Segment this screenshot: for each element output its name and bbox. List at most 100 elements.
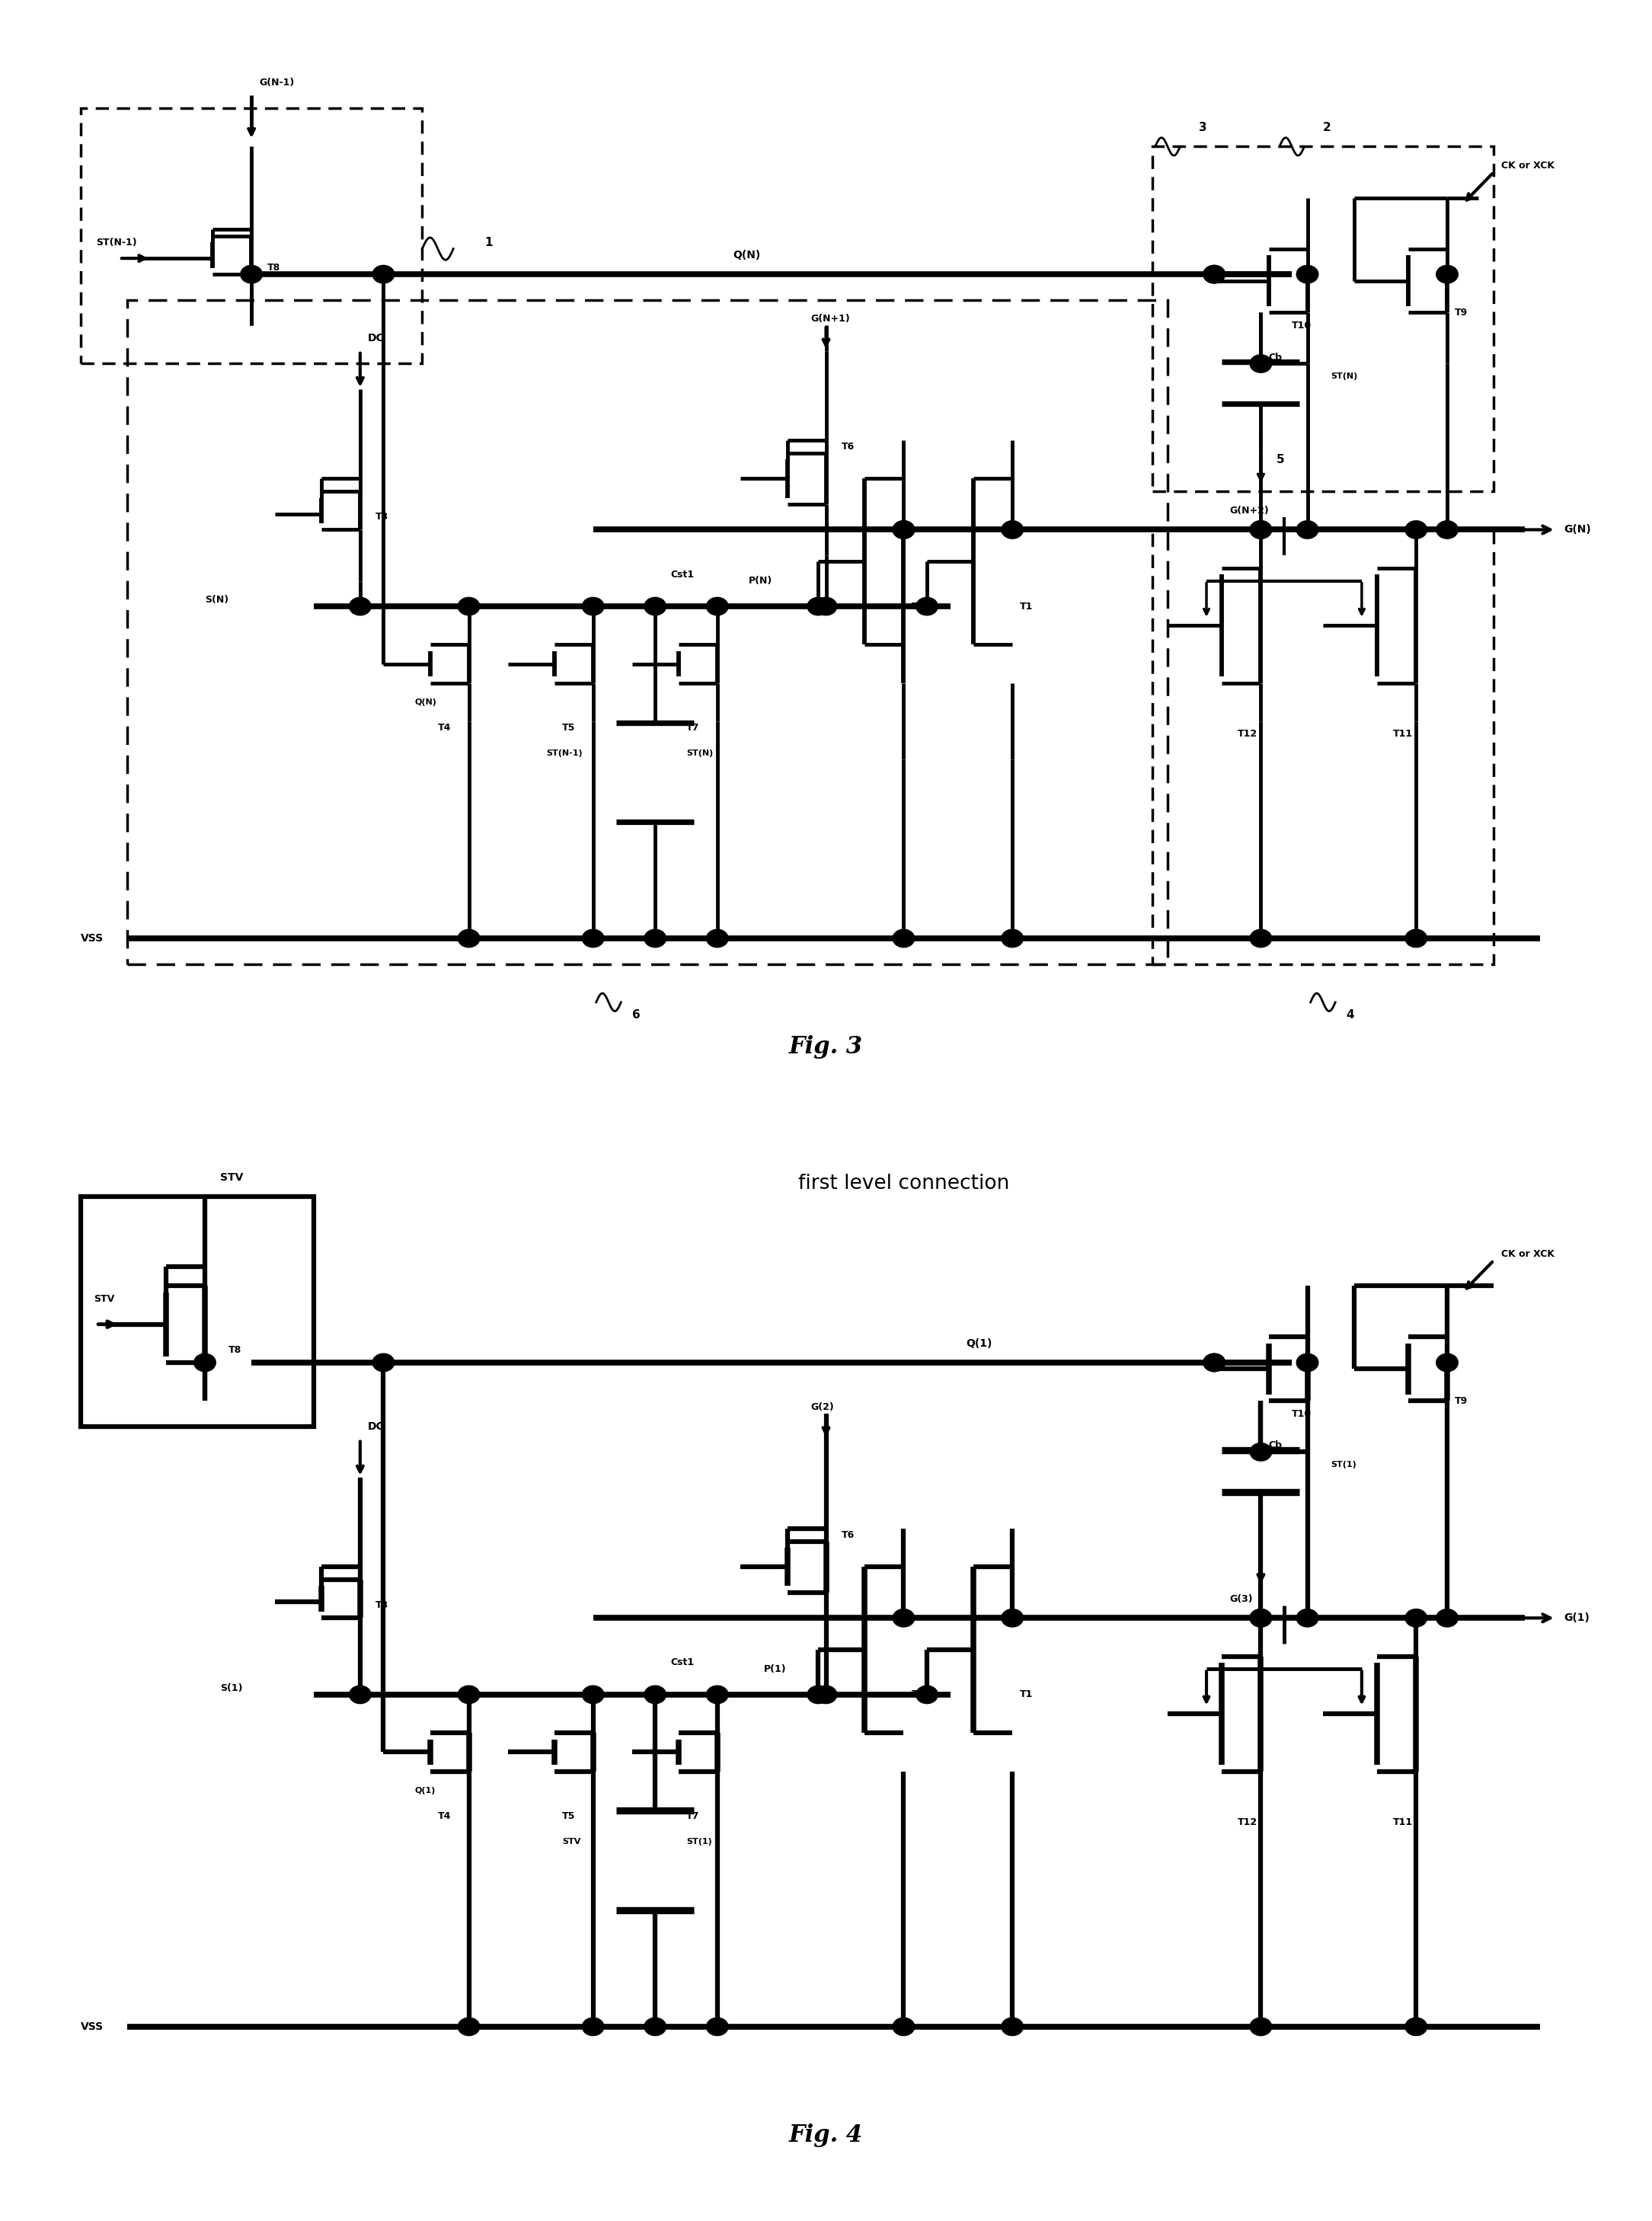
Circle shape bbox=[1297, 520, 1318, 540]
Text: ST(N): ST(N) bbox=[686, 748, 714, 757]
Circle shape bbox=[1203, 264, 1226, 284]
Text: 3: 3 bbox=[1199, 122, 1206, 133]
Text: T5: T5 bbox=[562, 1810, 575, 1821]
Circle shape bbox=[458, 597, 479, 615]
Text: ST(1): ST(1) bbox=[686, 1837, 712, 1846]
Text: S(N): S(N) bbox=[205, 595, 228, 604]
Circle shape bbox=[707, 2017, 729, 2037]
Circle shape bbox=[1406, 520, 1427, 540]
Text: ST(N-1): ST(N-1) bbox=[96, 238, 137, 247]
Circle shape bbox=[892, 928, 915, 948]
Circle shape bbox=[1436, 1353, 1459, 1373]
Circle shape bbox=[349, 1686, 372, 1704]
Circle shape bbox=[814, 597, 838, 615]
Text: Q(1): Q(1) bbox=[966, 1337, 991, 1348]
Circle shape bbox=[1251, 1608, 1272, 1628]
Circle shape bbox=[707, 1686, 729, 1704]
Circle shape bbox=[1001, 1608, 1023, 1628]
Circle shape bbox=[582, 2017, 605, 2037]
Text: T7: T7 bbox=[686, 722, 699, 733]
Circle shape bbox=[582, 1686, 605, 1704]
Circle shape bbox=[1203, 264, 1226, 284]
Text: G(N+1): G(N+1) bbox=[811, 313, 849, 324]
Circle shape bbox=[1251, 928, 1272, 948]
Circle shape bbox=[892, 520, 915, 540]
Circle shape bbox=[892, 2017, 915, 2037]
Text: STV: STV bbox=[220, 1173, 243, 1184]
Text: Cst1: Cst1 bbox=[671, 569, 694, 580]
Circle shape bbox=[1406, 1608, 1427, 1628]
Text: T2: T2 bbox=[912, 602, 925, 611]
Text: VSS: VSS bbox=[81, 2021, 104, 2032]
Circle shape bbox=[1251, 520, 1272, 540]
Circle shape bbox=[193, 1353, 216, 1373]
Text: ST(1): ST(1) bbox=[1332, 1461, 1356, 1468]
Text: T9: T9 bbox=[1455, 1397, 1469, 1406]
Circle shape bbox=[917, 1686, 938, 1704]
Text: T12: T12 bbox=[1237, 1817, 1257, 1828]
Text: ST(N-1): ST(N-1) bbox=[547, 748, 583, 757]
Circle shape bbox=[1203, 1353, 1226, 1373]
Text: STV: STV bbox=[562, 1837, 580, 1846]
Text: Q(1): Q(1) bbox=[415, 1786, 436, 1795]
Text: Fig. 3: Fig. 3 bbox=[790, 1035, 862, 1059]
Circle shape bbox=[241, 264, 263, 284]
Text: Q(N): Q(N) bbox=[733, 249, 760, 260]
Text: T8: T8 bbox=[268, 262, 281, 273]
Circle shape bbox=[644, 597, 666, 615]
Text: Q(N): Q(N) bbox=[415, 697, 436, 706]
Circle shape bbox=[1406, 928, 1427, 948]
Text: 6: 6 bbox=[631, 1008, 639, 1022]
Circle shape bbox=[582, 928, 605, 948]
Text: G(N): G(N) bbox=[1563, 524, 1591, 535]
Circle shape bbox=[458, 1686, 479, 1704]
Circle shape bbox=[644, 928, 666, 948]
Circle shape bbox=[892, 520, 915, 540]
Text: Cb: Cb bbox=[1269, 1441, 1282, 1450]
Text: STV: STV bbox=[94, 1295, 114, 1304]
Text: 1: 1 bbox=[484, 238, 492, 249]
Circle shape bbox=[808, 1686, 829, 1704]
Circle shape bbox=[1001, 928, 1023, 948]
Circle shape bbox=[1297, 1608, 1318, 1628]
Text: Cb: Cb bbox=[1269, 353, 1282, 362]
Circle shape bbox=[1297, 1353, 1318, 1373]
Text: DC: DC bbox=[368, 1421, 385, 1433]
Text: T2: T2 bbox=[912, 1690, 925, 1699]
Circle shape bbox=[349, 597, 372, 615]
Text: T11: T11 bbox=[1393, 1817, 1412, 1828]
Circle shape bbox=[1251, 2017, 1272, 2037]
Circle shape bbox=[1001, 2017, 1023, 2037]
Circle shape bbox=[1436, 264, 1459, 284]
Text: G(3): G(3) bbox=[1229, 1595, 1254, 1604]
Text: T6: T6 bbox=[841, 442, 854, 451]
Text: T3: T3 bbox=[375, 513, 388, 522]
Circle shape bbox=[373, 1353, 395, 1373]
Text: 2: 2 bbox=[1323, 122, 1332, 133]
Text: T6: T6 bbox=[841, 1530, 854, 1539]
Text: CK or XCK: CK or XCK bbox=[1502, 160, 1555, 171]
Circle shape bbox=[707, 597, 729, 615]
Text: T7: T7 bbox=[686, 1810, 699, 1821]
Text: T9: T9 bbox=[1455, 309, 1469, 318]
Circle shape bbox=[808, 597, 829, 615]
Circle shape bbox=[458, 928, 479, 948]
Text: DC: DC bbox=[368, 333, 385, 344]
Text: T4: T4 bbox=[438, 1810, 451, 1821]
Text: T10: T10 bbox=[1292, 320, 1312, 331]
Text: 5: 5 bbox=[1277, 453, 1284, 464]
Circle shape bbox=[1297, 264, 1318, 284]
Text: Fig. 4: Fig. 4 bbox=[790, 2123, 862, 2148]
Circle shape bbox=[582, 597, 605, 615]
Text: P(N): P(N) bbox=[748, 575, 771, 586]
Text: Cst1: Cst1 bbox=[671, 1657, 694, 1668]
Text: T5: T5 bbox=[562, 722, 575, 733]
Text: G(2): G(2) bbox=[811, 1401, 834, 1413]
Text: S(1): S(1) bbox=[220, 1684, 243, 1692]
Circle shape bbox=[1203, 1353, 1226, 1373]
Text: T4: T4 bbox=[438, 722, 451, 733]
Circle shape bbox=[1251, 520, 1272, 540]
Text: first level connection: first level connection bbox=[798, 1175, 1009, 1193]
Circle shape bbox=[1406, 2017, 1427, 2037]
Text: VSS: VSS bbox=[81, 933, 104, 944]
